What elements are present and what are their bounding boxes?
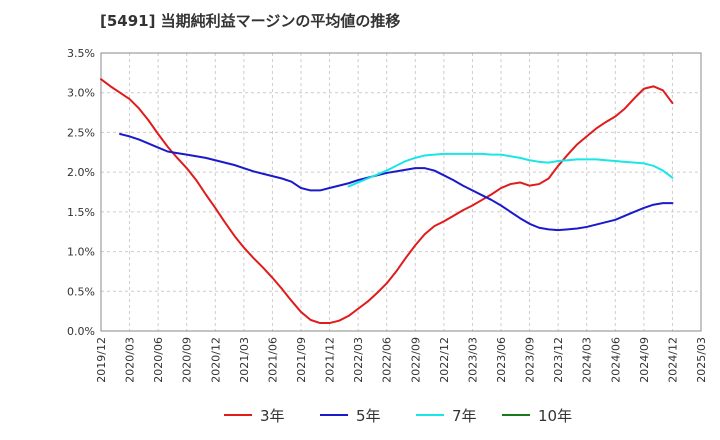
x-tick-label: 2021/03: [238, 337, 251, 383]
x-tick-label: 2022/03: [352, 337, 365, 383]
x-tick-label: 2022/09: [409, 337, 422, 383]
legend-label: 5年: [356, 407, 381, 425]
x-tick-label: 2023/03: [466, 337, 479, 383]
x-tick-label: 2023/12: [552, 337, 565, 383]
plot-frame: [100, 52, 702, 332]
x-tick-label: 2020/03: [124, 337, 137, 383]
x-tick-label: 2022/06: [381, 337, 394, 383]
x-tick-label: 2020/12: [209, 337, 222, 383]
x-tick-label: 2021/12: [324, 337, 337, 383]
y-tick-label: 0.5%: [67, 285, 95, 298]
x-tick-label: 2019/12: [95, 337, 108, 383]
y-tick-label: 1.5%: [67, 206, 95, 219]
y-tick-label: 0.0%: [67, 325, 95, 338]
x-tick-label: 2022/12: [438, 337, 451, 383]
legend-swatch: [416, 414, 444, 416]
y-tick-label: 3.0%: [67, 87, 95, 100]
legend-swatch: [320, 414, 348, 416]
x-tick-label: 2024/09: [638, 337, 651, 383]
x-tick-label: 2023/09: [524, 337, 537, 383]
legend-label: 7年: [452, 407, 477, 425]
legend: 3年 5年 7年 10年: [0, 403, 720, 427]
x-tick-label: 2024/03: [581, 337, 594, 383]
y-tick-label: 2.5%: [67, 126, 95, 139]
x-tick-label: 2021/09: [295, 337, 308, 383]
chart-title: [5491] 当期純利益マージンの平均値の推移: [100, 12, 401, 30]
series-line-2: [119, 133, 674, 232]
y-tick-label: 1.0%: [67, 246, 95, 259]
x-tick-label: 2025/03: [695, 337, 708, 383]
y-tick-label: 3.5%: [67, 47, 95, 60]
legend-swatch: [502, 414, 530, 416]
x-tick-label: 2024/12: [666, 337, 679, 383]
series-line-1: [100, 78, 674, 325]
legend-swatch: [224, 414, 252, 416]
series-line-3: [347, 152, 674, 188]
x-tick-label: 2020/06: [152, 337, 165, 383]
x-tick-label: 2024/06: [609, 337, 622, 383]
legend-label: 3年: [260, 407, 285, 425]
x-tick-label: 2023/06: [495, 337, 508, 383]
x-tick-label: 2021/06: [266, 337, 279, 383]
x-tick-label: 2020/09: [181, 337, 194, 383]
y-tick-label: 2.0%: [67, 166, 95, 179]
legend-label: 10年: [538, 407, 573, 425]
